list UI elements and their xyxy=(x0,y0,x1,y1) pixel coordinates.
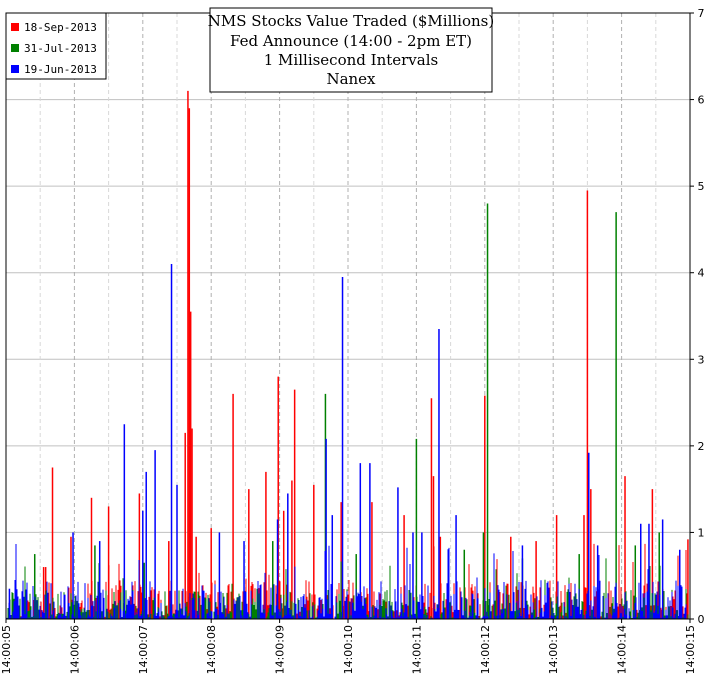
legend-label-2: 19-Jun-2013 xyxy=(24,63,97,76)
x-tick-label: 14:00:10 xyxy=(342,625,355,674)
x-tick-label: 14:00:09 xyxy=(274,625,287,674)
chart-subtitle-2: 1 Millisecond Intervals xyxy=(264,51,438,69)
title-box: NMS Stocks Value Traded ($Millions) Fed … xyxy=(208,7,494,93)
y-tick-label: 2 xyxy=(698,440,705,453)
title-frame xyxy=(209,7,493,93)
chart-subtitle-3: Nanex xyxy=(326,70,376,88)
legend-label-0: 18-Sep-2013 xyxy=(24,21,97,34)
series-2 xyxy=(6,264,687,619)
y-tick-label: 7 xyxy=(698,7,705,20)
x-tick-label: 14:00:15 xyxy=(684,625,697,674)
x-axis: 14:00:05 14:00:06 14:00:07 14:00:08 14:00:09… xyxy=(0,619,697,674)
x-tick-label: 14:00:13 xyxy=(547,625,560,674)
y-tick-label: 1 xyxy=(698,526,705,539)
y-tick-label: 6 xyxy=(698,94,705,107)
legend-swatch-1 xyxy=(11,44,19,52)
y-axis: 0 1 2 3 4 5 6 7 xyxy=(690,7,705,626)
legend-box xyxy=(5,12,107,80)
chart-title: NMS Stocks Value Traded ($Millions) xyxy=(208,12,494,30)
y-tick-label: 4 xyxy=(698,267,705,280)
legend-label-1: 31-Jul-2013 xyxy=(24,42,97,55)
x-tick-label: 14:00:11 xyxy=(410,625,423,674)
x-tick-label: 14:00:07 xyxy=(137,625,150,674)
y-tick-label: 0 xyxy=(698,613,705,626)
chart-subtitle-1: Fed Announce (14:00 - 2pm ET) xyxy=(230,32,472,50)
bars xyxy=(6,90,689,619)
legend-swatch-0 xyxy=(11,23,19,31)
x-tick-label: 14:00:14 xyxy=(616,625,629,674)
x-tick-label: 14:00:12 xyxy=(479,625,492,674)
legend-swatch-2 xyxy=(11,65,19,73)
y-tick-label: 5 xyxy=(698,180,705,193)
x-tick-label: 14:00:05 xyxy=(0,625,13,674)
legend: 18-Sep-2013 31-Jul-2013 19-Jun-2013 xyxy=(5,12,107,80)
y-tick-label: 3 xyxy=(698,353,705,366)
x-tick-label: 14:00:06 xyxy=(68,625,81,674)
x-tick-label: 14:00:08 xyxy=(205,625,218,674)
